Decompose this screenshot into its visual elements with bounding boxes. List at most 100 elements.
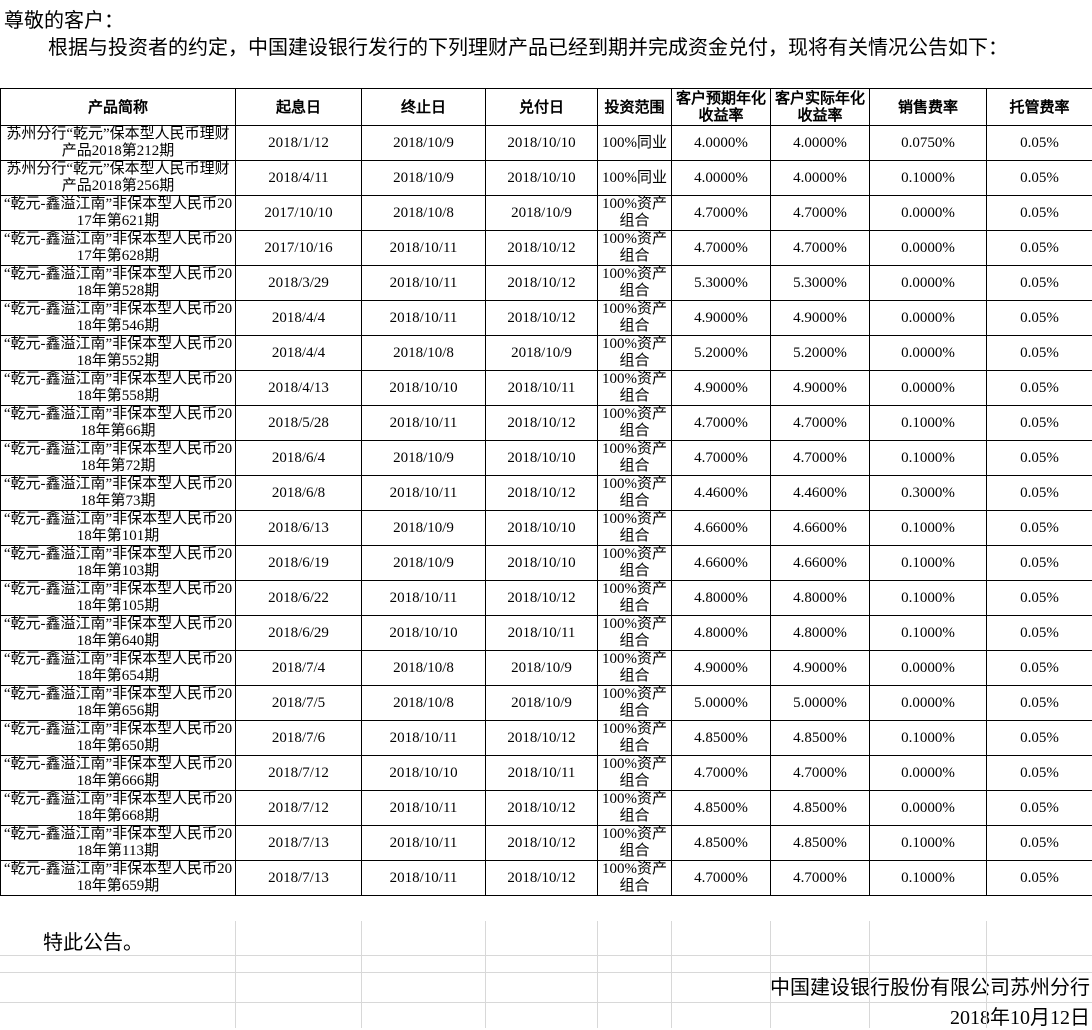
table-cell: 0.0000% bbox=[870, 791, 987, 826]
table-cell: 0.0000% bbox=[870, 336, 987, 371]
gridline-horizontal bbox=[0, 955, 1092, 956]
product-name-cell: “乾元-鑫溢江南”非保本型人民币2018年第666期 bbox=[1, 756, 236, 791]
table-cell: 100%资产组合 bbox=[598, 371, 672, 406]
table-cell: 100%资产组合 bbox=[598, 336, 672, 371]
product-name-cell: “乾元-鑫溢江南”非保本型人民币2017年第628期 bbox=[1, 231, 236, 266]
table-cell: 4.0000% bbox=[672, 161, 771, 196]
table-cell: 2018/10/12 bbox=[486, 721, 598, 756]
product-name-cell: “乾元-鑫溢江南”非保本型人民币2018年第659期 bbox=[1, 861, 236, 896]
table-cell: 2018/10/9 bbox=[486, 686, 598, 721]
table-cell: 4.9000% bbox=[672, 371, 771, 406]
product-redemption-table: 产品简称起息日终止日兑付日投资范围客户预期年化收益率客户实际年化收益率销售费率托… bbox=[0, 88, 1092, 896]
table-cell: 0.1000% bbox=[870, 616, 987, 651]
table-cell: 4.9000% bbox=[672, 301, 771, 336]
table-cell: 2018/7/5 bbox=[236, 686, 362, 721]
table-cell: 2018/10/11 bbox=[362, 266, 486, 301]
table-cell: 5.3000% bbox=[672, 266, 771, 301]
table-cell: 100%资产组合 bbox=[598, 266, 672, 301]
table-cell: 0.05% bbox=[987, 721, 1092, 756]
product-name-cell: “乾元-鑫溢江南”非保本型人民币2018年第546期 bbox=[1, 301, 236, 336]
product-name-cell: “乾元-鑫溢江南”非保本型人民币2018年第66期 bbox=[1, 406, 236, 441]
table-cell: 4.0000% bbox=[771, 161, 870, 196]
table-cell: 4.8000% bbox=[771, 616, 870, 651]
table-cell: 2018/10/12 bbox=[486, 301, 598, 336]
product-name-cell: “乾元-鑫溢江南”非保本型人民币2018年第558期 bbox=[1, 371, 236, 406]
table-cell: 2018/10/12 bbox=[486, 861, 598, 896]
table-cell: 4.8500% bbox=[672, 826, 771, 861]
table-cell: 0.05% bbox=[987, 231, 1092, 266]
table-cell: 2018/10/8 bbox=[362, 336, 486, 371]
table-header-row: 产品简称起息日终止日兑付日投资范围客户预期年化收益率客户实际年化收益率销售费率托… bbox=[1, 89, 1092, 126]
table-cell: 4.7000% bbox=[771, 231, 870, 266]
column-header: 托管费率 bbox=[987, 89, 1092, 126]
table-cell: 2018/10/9 bbox=[486, 196, 598, 231]
column-header: 客户预期年化收益率 bbox=[672, 89, 771, 126]
table-cell: 2018/10/11 bbox=[486, 371, 598, 406]
product-name-cell: “乾元-鑫溢江南”非保本型人民币2018年第656期 bbox=[1, 686, 236, 721]
table-cell: 4.8500% bbox=[771, 721, 870, 756]
table-cell: 0.05% bbox=[987, 406, 1092, 441]
column-header: 起息日 bbox=[236, 89, 362, 126]
table-cell: 2018/10/10 bbox=[362, 371, 486, 406]
table-cell: 100%资产组合 bbox=[598, 686, 672, 721]
table-cell: 2018/4/11 bbox=[236, 161, 362, 196]
table-cell: 0.1000% bbox=[870, 721, 987, 756]
table-cell: 0.05% bbox=[987, 126, 1092, 161]
table-cell: 100%资产组合 bbox=[598, 231, 672, 266]
table-cell: 0.1000% bbox=[870, 441, 987, 476]
product-name-cell: “乾元-鑫溢江南”非保本型人民币2018年第552期 bbox=[1, 336, 236, 371]
table-cell: 2018/10/11 bbox=[362, 476, 486, 511]
table-cell: 5.2000% bbox=[771, 336, 870, 371]
table-cell: 2018/7/12 bbox=[236, 756, 362, 791]
table-cell: 4.9000% bbox=[771, 371, 870, 406]
table-cell: 2018/10/10 bbox=[362, 616, 486, 651]
table-cell: 0.05% bbox=[987, 756, 1092, 791]
table-cell: 2018/6/19 bbox=[236, 546, 362, 581]
table-cell: 100%资产组合 bbox=[598, 441, 672, 476]
table-cell: 4.0000% bbox=[771, 126, 870, 161]
gridline-vertical bbox=[770, 921, 771, 1028]
table-cell: 2018/10/11 bbox=[362, 721, 486, 756]
table-cell: 2018/10/10 bbox=[486, 511, 598, 546]
table-cell: 2018/6/29 bbox=[236, 616, 362, 651]
gridline-vertical bbox=[485, 921, 486, 1028]
table-cell: 0.0000% bbox=[870, 301, 987, 336]
product-name-cell: “乾元-鑫溢江南”非保本型人民币2018年第103期 bbox=[1, 546, 236, 581]
column-header: 投资范围 bbox=[598, 89, 672, 126]
greeting-line: 尊敬的客户： bbox=[4, 4, 124, 33]
table-cell: 4.7000% bbox=[672, 406, 771, 441]
product-name-cell: “乾元-鑫溢江南”非保本型人民币2018年第640期 bbox=[1, 616, 236, 651]
table-cell: 4.6600% bbox=[771, 511, 870, 546]
table-cell: 0.1000% bbox=[870, 406, 987, 441]
table-cell: 4.9000% bbox=[771, 651, 870, 686]
table-cell: 0.05% bbox=[987, 791, 1092, 826]
table-cell: 4.7000% bbox=[771, 756, 870, 791]
closing-statement: 特此公告。 bbox=[43, 926, 143, 955]
table-cell: 4.7000% bbox=[771, 406, 870, 441]
table-cell: 2018/10/11 bbox=[486, 616, 598, 651]
table-cell: 2018/10/9 bbox=[362, 441, 486, 476]
table-cell: 2018/4/13 bbox=[236, 371, 362, 406]
table-cell: 2018/10/10 bbox=[486, 546, 598, 581]
table-cell: 5.2000% bbox=[672, 336, 771, 371]
table-cell: 2018/10/11 bbox=[362, 301, 486, 336]
table-cell: 2018/6/8 bbox=[236, 476, 362, 511]
table-cell: 4.7000% bbox=[771, 441, 870, 476]
table-cell: 2018/10/8 bbox=[362, 196, 486, 231]
table-cell: 2018/6/22 bbox=[236, 581, 362, 616]
table-cell: 2018/5/28 bbox=[236, 406, 362, 441]
table-cell: 4.7000% bbox=[672, 441, 771, 476]
